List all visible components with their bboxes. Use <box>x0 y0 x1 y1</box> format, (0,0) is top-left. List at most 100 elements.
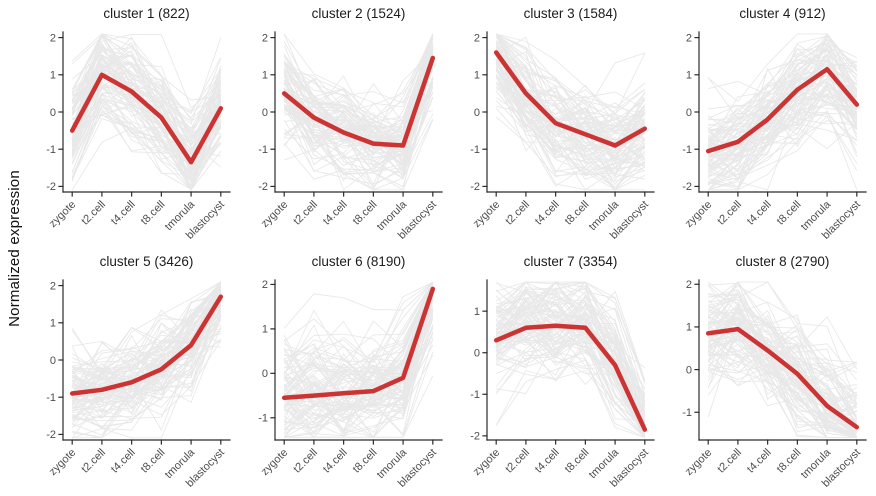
member-lines <box>707 281 858 438</box>
y-tick-label: -1 <box>682 407 692 419</box>
panel-chart: 1 0 -1 -2 zygote t2.cell t4.cell t8.celltmorula… <box>470 279 655 490</box>
y-tick-label: 1 <box>686 322 692 334</box>
x-tick-labels: zygote t2.cell t4.cell t8.celltmorulablasto… <box>683 198 863 242</box>
y-tick-label: -1 <box>46 392 56 404</box>
cluster-panel-4: cluster 4 (912) 2 1 0 -1 -2 zygote t2.cell t4.ce… <box>664 0 876 248</box>
x-tick-label: t2.cell <box>79 447 108 476</box>
y-tick-labels: 2 1 0 -1 -2 <box>682 32 692 193</box>
y-tick-label: 0 <box>50 107 56 119</box>
x-tick-labels: zygote t2.cell t4.cell t8.celltmorulablasto… <box>259 198 439 242</box>
y-tick-label: -2 <box>470 431 480 443</box>
y-tick-label: -1 <box>682 144 692 156</box>
y-tick-label: 2 <box>50 32 56 44</box>
y-tick-label: 2 <box>262 32 268 44</box>
axes <box>694 279 867 445</box>
y-tick-label: 0 <box>474 348 480 360</box>
panel-chart: 2 1 0 -1 zygote t2.cell t4.cell t8.celltmorulab… <box>682 279 867 490</box>
y-axis-label: Normalized expression <box>5 169 23 327</box>
panel-chart: 2 1 0 -1 -2 zygote t2.cell t4.cell t8.celltmorul… <box>682 31 867 242</box>
y-tick-label: 1 <box>50 318 56 330</box>
panel-chart: 2 1 0 -1 -2 zygote t2.cell t4.cell t8.celltmorul… <box>470 31 655 242</box>
y-tick-label: 1 <box>474 306 480 318</box>
member-lines <box>495 281 646 438</box>
mean-line <box>281 286 436 401</box>
y-tick-label: 2 <box>474 32 480 44</box>
x-tick-label: t4.cell <box>533 447 562 476</box>
y-tick-label: -1 <box>258 413 268 425</box>
x-tick-labels: zygote t2.cell t4.cell t8.celltmorulablasto… <box>259 446 439 490</box>
member-lines <box>495 33 646 191</box>
y-tick-label: 1 <box>50 70 56 82</box>
x-tick-label: zygote <box>471 199 502 230</box>
y-tick-label: -1 <box>470 144 480 156</box>
panel-title: cluster 2 (1524) <box>311 6 406 21</box>
y-tick-label: 0 <box>686 107 692 119</box>
x-tick-label: t2.cell <box>715 447 744 476</box>
y-tick-label: 0 <box>50 355 56 367</box>
member-lines <box>71 32 222 192</box>
x-tick-label: t2.cell <box>503 447 532 476</box>
cluster-panel-7: cluster 7 (3354) 1 0 -1 -2 zygote t2.cell t4.ce… <box>452 248 664 496</box>
y-tick-labels: 2 1 0 -1 <box>682 279 692 419</box>
y-tick-labels: 2 1 0 -1 -2 <box>46 32 56 193</box>
x-tick-label: t2.cell <box>503 199 532 228</box>
y-tick-label: 0 <box>262 368 268 380</box>
panel-title: cluster 8 (2790) <box>735 254 830 269</box>
cluster-panel-3: cluster 3 (1584) 2 1 0 -1 -2 zygote t2.cell t4.c… <box>452 0 664 248</box>
panel-chart: 2 1 0 -1 -2 zygote t2.cell t4.cell t8.celltmorul… <box>258 31 443 242</box>
y-tick-labels: 1 0 -1 -2 <box>470 306 480 443</box>
member-lines <box>707 32 858 191</box>
mean-line <box>705 66 860 154</box>
y-tick-label: 2 <box>686 279 692 291</box>
x-tick-label: t2.cell <box>79 199 108 228</box>
x-tick-label: t4.cell <box>745 199 774 228</box>
mean-line <box>69 294 224 396</box>
y-tick-labels: 2 1 0 -1 -2 <box>46 280 56 441</box>
y-tick-label: 1 <box>262 324 268 336</box>
y-tick-label: 1 <box>474 70 480 82</box>
y-tick-label: 1 <box>686 70 692 82</box>
y-tick-labels: 2 1 0 -1 <box>258 279 268 424</box>
y-tick-label: 2 <box>686 32 692 44</box>
panel-title: cluster 1 (822) <box>103 6 190 21</box>
axes <box>58 31 231 197</box>
x-tick-label: zygote <box>471 447 502 478</box>
y-tick-label: -2 <box>46 429 56 441</box>
axes <box>270 279 443 445</box>
mean-line <box>493 50 648 148</box>
x-tick-label: t4.cell <box>321 199 350 228</box>
panel-grid: cluster 1 (822) 2 1 0 -1 -2 zygote t2.cell t4.ce… <box>28 0 876 496</box>
panel-chart: 2 1 0 -1 -2 zygote t2.cell t4.cell t8.celltmorul… <box>46 31 231 242</box>
y-tick-label: -1 <box>46 144 56 156</box>
axes <box>58 279 231 445</box>
x-tick-label: zygote <box>683 447 714 478</box>
cluster-panel-1: cluster 1 (822) 2 1 0 -1 -2 zygote t2.cell t4.ce… <box>28 0 240 248</box>
panel-chart: 2 1 0 -1 -2 zygote t2.cell t4.cell t8.celltmorul… <box>46 279 231 490</box>
x-tick-label: t2.cell <box>291 199 320 228</box>
y-tick-labels: 2 1 0 -1 -2 <box>470 32 480 193</box>
x-tick-label: t2.cell <box>715 199 744 228</box>
member-lines <box>71 281 222 439</box>
x-tick-label: t4.cell <box>321 447 350 476</box>
x-tick-label: zygote <box>683 199 714 230</box>
axes <box>270 31 443 197</box>
y-tick-label: 0 <box>474 107 480 119</box>
y-tick-labels: 2 1 0 -1 -2 <box>258 32 268 193</box>
mean-line <box>493 323 648 432</box>
x-tick-label: zygote <box>47 447 78 478</box>
x-tick-label: t4.cell <box>745 447 774 476</box>
mean-line <box>281 55 436 148</box>
x-tick-labels: zygote t2.cell t4.cell t8.celltmorulablasto… <box>471 446 651 490</box>
x-tick-labels: zygote t2.cell t4.cell t8.celltmorulablasto… <box>47 446 227 490</box>
x-tick-labels: zygote t2.cell t4.cell t8.celltmorulablasto… <box>47 198 227 242</box>
panel-title: cluster 7 (3354) <box>523 254 618 269</box>
x-tick-label: t4.cell <box>109 199 138 228</box>
y-tick-label: 2 <box>50 280 56 292</box>
x-tick-label: t4.cell <box>533 199 562 228</box>
x-tick-label: zygote <box>259 199 290 230</box>
panel-title: cluster 4 (912) <box>739 6 826 21</box>
y-tick-label: 0 <box>686 364 692 376</box>
panel-title: cluster 3 (1584) <box>523 6 618 21</box>
x-tick-label: zygote <box>259 447 290 478</box>
